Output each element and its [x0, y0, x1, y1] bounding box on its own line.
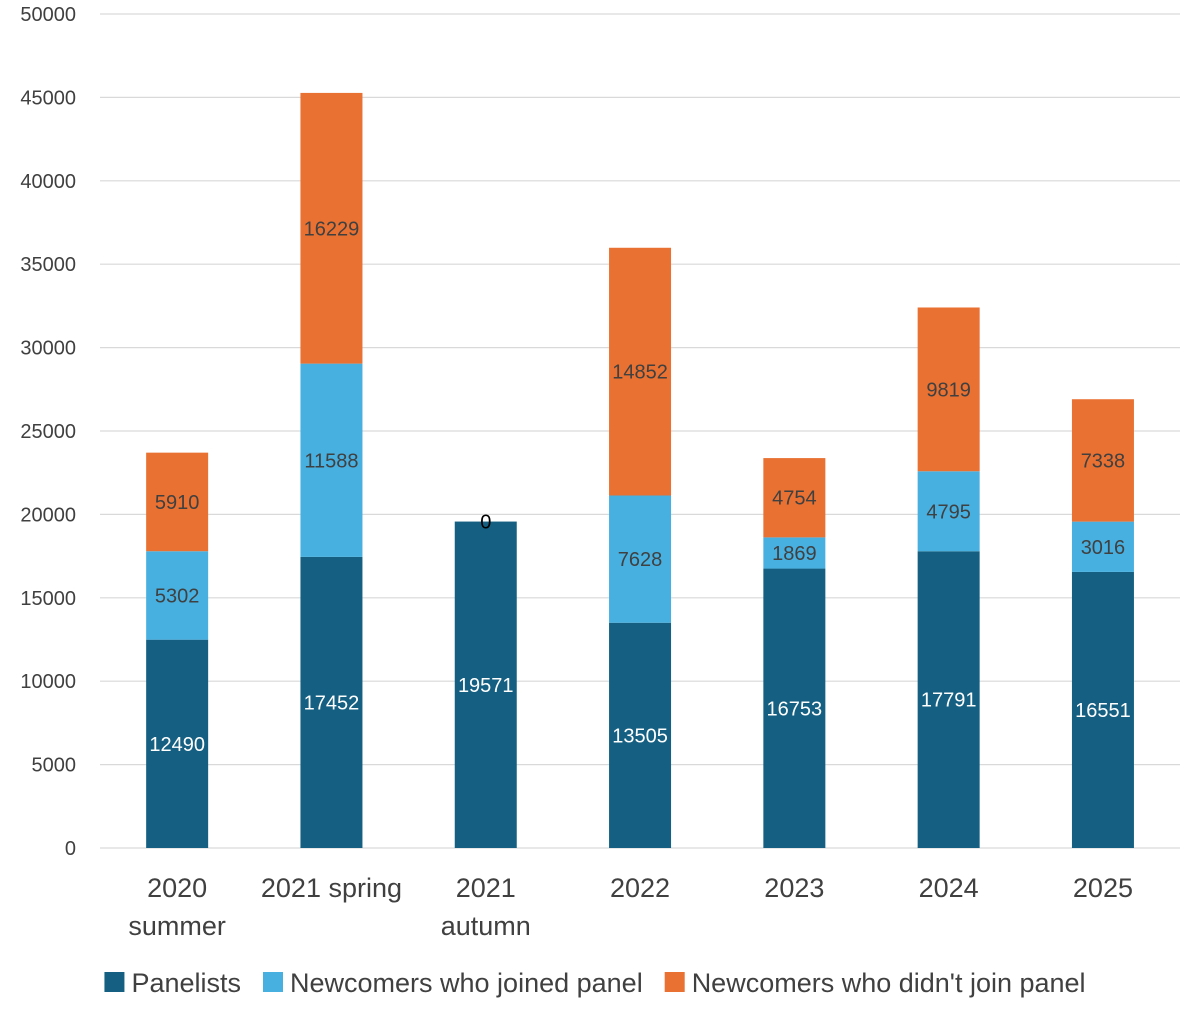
data-label-6-1: 17791 [921, 690, 977, 712]
y-axis-tick-labels: 0 5000 10000 15000 20000 25000 30000 35000 40000… [20, 4, 76, 860]
bar-segment-5-3 [763, 458, 826, 538]
y-tick-label-30000: 30000 [20, 338, 76, 360]
bar-segment-4-2 [609, 495, 672, 623]
bars [146, 92, 1134, 848]
legend-swatch-3 [664, 972, 685, 992]
bar-segment-6-2 [917, 471, 980, 552]
bar-segment-7-3 [1071, 399, 1134, 522]
data-label-1-2: 5302 [155, 585, 200, 607]
bar-segment-4-1 [609, 622, 672, 848]
data-label-7-3: 7338 [1081, 450, 1126, 472]
bar-segment-1-2 [146, 551, 209, 640]
legend-swatch-2 [263, 972, 283, 992]
legend: Panelists Newcomers who joined panel Newco… [104, 968, 1086, 998]
y-tick-label-20000: 20000 [20, 504, 76, 526]
data-label-6-2: 4795 [926, 501, 971, 523]
data-label-2-3: 16229 [304, 218, 360, 240]
bar-segment-2-2 [300, 363, 363, 557]
y-tick-label-15000: 15000 [20, 588, 76, 610]
data-label-1-1: 12490 [149, 734, 205, 756]
bar-segment-1-3 [146, 452, 209, 552]
bar-segment-2-1 [300, 556, 363, 848]
bar-segment-7-2 [1071, 521, 1134, 572]
bar-segment-4-3 [609, 247, 672, 496]
data-label-7-1: 16551 [1075, 700, 1131, 722]
y-tick-label-40000: 40000 [20, 171, 76, 193]
bar-segment-6-3 [917, 307, 980, 472]
x-category-label-4: 2022 [610, 873, 670, 903]
data-label-3-2: 0 [480, 512, 491, 534]
legend-swatch-1 [104, 972, 125, 992]
x-category-label-3-line2: autumn [441, 911, 531, 941]
y-tick-label-0: 0 [65, 838, 76, 860]
bar-segment-5-1 [763, 568, 826, 848]
x-category-label-1: 2020 [147, 873, 207, 903]
y-tick-label-5000: 5000 [32, 755, 77, 777]
y-tick-label-50000: 50000 [20, 4, 76, 26]
x-category-label-7: 2025 [1073, 873, 1133, 903]
bar-segment-1-1 [146, 639, 209, 848]
y-tick-label-35000: 35000 [20, 254, 76, 276]
data-label-6-3: 9819 [926, 379, 971, 401]
legend-label-3: Newcomers who didn't join panel [692, 968, 1086, 998]
data-label-7-2: 3016 [1081, 537, 1126, 559]
data-label-1-3: 5910 [155, 492, 200, 514]
data-label-4-3: 14852 [612, 362, 668, 384]
data-label-2-2: 11588 [304, 450, 358, 472]
data-label-5-1: 16753 [767, 698, 823, 720]
data-label-2-1: 17452 [304, 692, 360, 714]
data-label-5-2: 1869 [772, 543, 817, 565]
bar-segment-5-2 [763, 537, 826, 569]
y-tick-label-45000: 45000 [20, 87, 76, 109]
x-category-label-2: 2021 spring [261, 873, 402, 903]
bar-segment-3-1 [454, 521, 517, 848]
x-category-label-3: 2021 [456, 873, 516, 903]
data-label-3-1: 19571 [458, 675, 514, 697]
bar-segment-6-1 [917, 551, 980, 848]
data-labels: 12490 5302 5910 17452 11588 16229 19571 0 13505 7… [149, 218, 1130, 756]
x-category-label-5: 2023 [764, 873, 824, 903]
data-label-4-1: 13505 [612, 725, 668, 747]
x-category-label-1-line2: summer [128, 911, 226, 941]
legend-label-2: Newcomers who joined panel [290, 968, 643, 998]
x-category-label-6: 2024 [919, 873, 979, 903]
bar-segment-7-1 [1071, 571, 1134, 848]
y-tick-label-10000: 10000 [20, 671, 76, 693]
bar-segment-2-3 [300, 92, 363, 364]
data-label-5-3: 4754 [772, 488, 817, 510]
data-label-4-2: 7628 [618, 549, 663, 571]
x-axis-category-labels: 2020 summer 2021 spring 2021 autumn 2022 2023 2… [128, 873, 1133, 941]
y-tick-label-25000: 25000 [20, 421, 76, 443]
legend-label-1: Panelists [131, 968, 241, 998]
